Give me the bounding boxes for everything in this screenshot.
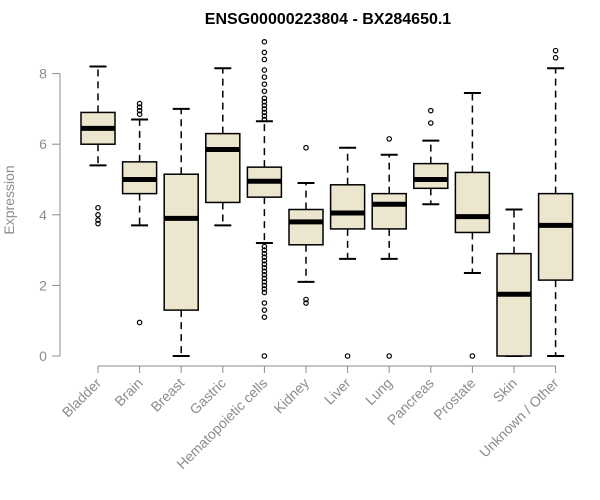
outlier-point <box>303 144 309 151</box>
outlier-point <box>261 102 268 109</box>
outlier-point <box>136 319 143 326</box>
outlier-point <box>303 300 309 306</box>
outlier-point <box>136 100 143 107</box>
box-gastric <box>205 67 241 227</box>
x-tick-label: Brain <box>111 375 145 409</box>
box-breast <box>163 107 199 357</box>
outlier-point <box>261 279 268 285</box>
outlier-point <box>261 300 268 306</box>
box-kidney <box>288 144 324 306</box>
outlier-point <box>261 314 268 320</box>
outlier-point <box>261 247 268 253</box>
y-tick-label: 8 <box>39 66 47 82</box>
x-tick-label: Prostate <box>430 375 478 423</box>
outlier-point <box>136 111 143 117</box>
chart-title: ENSG00000223804 - BX284650.1 <box>205 11 452 28</box>
outlier-point <box>136 107 143 114</box>
outlier-point <box>261 113 268 119</box>
outlier-point <box>95 220 101 227</box>
iqr-box <box>288 208 324 246</box>
iqr-box <box>454 171 491 234</box>
outlier-point <box>261 250 268 257</box>
x-tick-label: Lung <box>362 375 395 408</box>
y-tick-label: 0 <box>39 348 47 364</box>
outlier-point <box>95 217 101 223</box>
x-tick-label: Unknown / Other <box>476 375 562 461</box>
outlier-point <box>261 307 268 313</box>
outlier-point <box>261 286 268 292</box>
iqr-box <box>496 252 532 357</box>
box-bladder <box>80 65 116 227</box>
outlier-point <box>261 254 268 260</box>
outlier-point <box>552 54 559 61</box>
y-tick-label: 2 <box>39 277 47 293</box>
box-pancreas <box>413 107 449 206</box>
iqr-box <box>205 132 241 204</box>
iqr-box <box>163 173 199 311</box>
outlier-point <box>261 272 268 278</box>
outlier-point <box>261 289 268 296</box>
outlier-point <box>261 39 268 45</box>
iqr-box <box>537 192 574 281</box>
outlier-point <box>261 261 268 268</box>
outlier-point <box>261 282 268 289</box>
outlier-point <box>136 104 143 110</box>
outlier-point <box>261 264 268 271</box>
box-unknown-other <box>537 47 574 357</box>
x-tick-label: Breast <box>147 375 187 415</box>
outlier-point <box>261 275 268 282</box>
box-brain <box>121 100 158 326</box>
outlier-point <box>261 109 268 116</box>
outlier-point <box>95 204 101 211</box>
outlier-point <box>261 268 268 275</box>
outlier-point <box>261 106 268 112</box>
outlier-point <box>95 212 101 218</box>
outlier-point <box>261 74 268 80</box>
outlier-point <box>261 88 268 95</box>
outlier-point <box>261 95 268 102</box>
iqr-box <box>413 162 449 190</box>
box-lung <box>371 136 407 359</box>
outlier-point <box>344 353 351 359</box>
y-tick-label: 6 <box>39 136 47 152</box>
outlier-point <box>386 353 393 359</box>
outlier-point <box>386 136 393 142</box>
outlier-point <box>552 47 559 54</box>
iqr-box <box>371 192 407 230</box>
box-hematopoietic-cells <box>246 39 283 359</box>
box-skin <box>496 208 532 357</box>
outlier-point <box>261 99 268 105</box>
outlier-point <box>261 67 268 73</box>
x-tick-label: Skin <box>490 375 521 406</box>
x-tick-label: Bladder <box>59 375 105 421</box>
boxes-group <box>80 39 574 359</box>
outlier-point <box>303 296 309 303</box>
outlier-point <box>261 243 268 250</box>
outlier-point <box>427 120 434 126</box>
outlier-point <box>469 353 476 359</box>
outlier-point <box>261 116 268 123</box>
outlier-point <box>261 49 268 56</box>
box-liver <box>329 146 366 359</box>
outlier-point <box>427 107 434 114</box>
y-axis: 0 2 4 6 8 <box>39 66 61 364</box>
box-prostate <box>454 92 491 359</box>
y-axis-label: Expression <box>1 165 17 234</box>
outlier-point <box>261 257 268 264</box>
outlier-point <box>261 81 268 87</box>
y-tick-label: 4 <box>39 207 47 223</box>
outlier-point <box>261 56 268 63</box>
iqr-box <box>329 184 366 230</box>
x-tick-label: Kidney <box>271 375 313 417</box>
outlier-point <box>261 353 268 359</box>
x-tick-label: Liver <box>321 375 354 408</box>
